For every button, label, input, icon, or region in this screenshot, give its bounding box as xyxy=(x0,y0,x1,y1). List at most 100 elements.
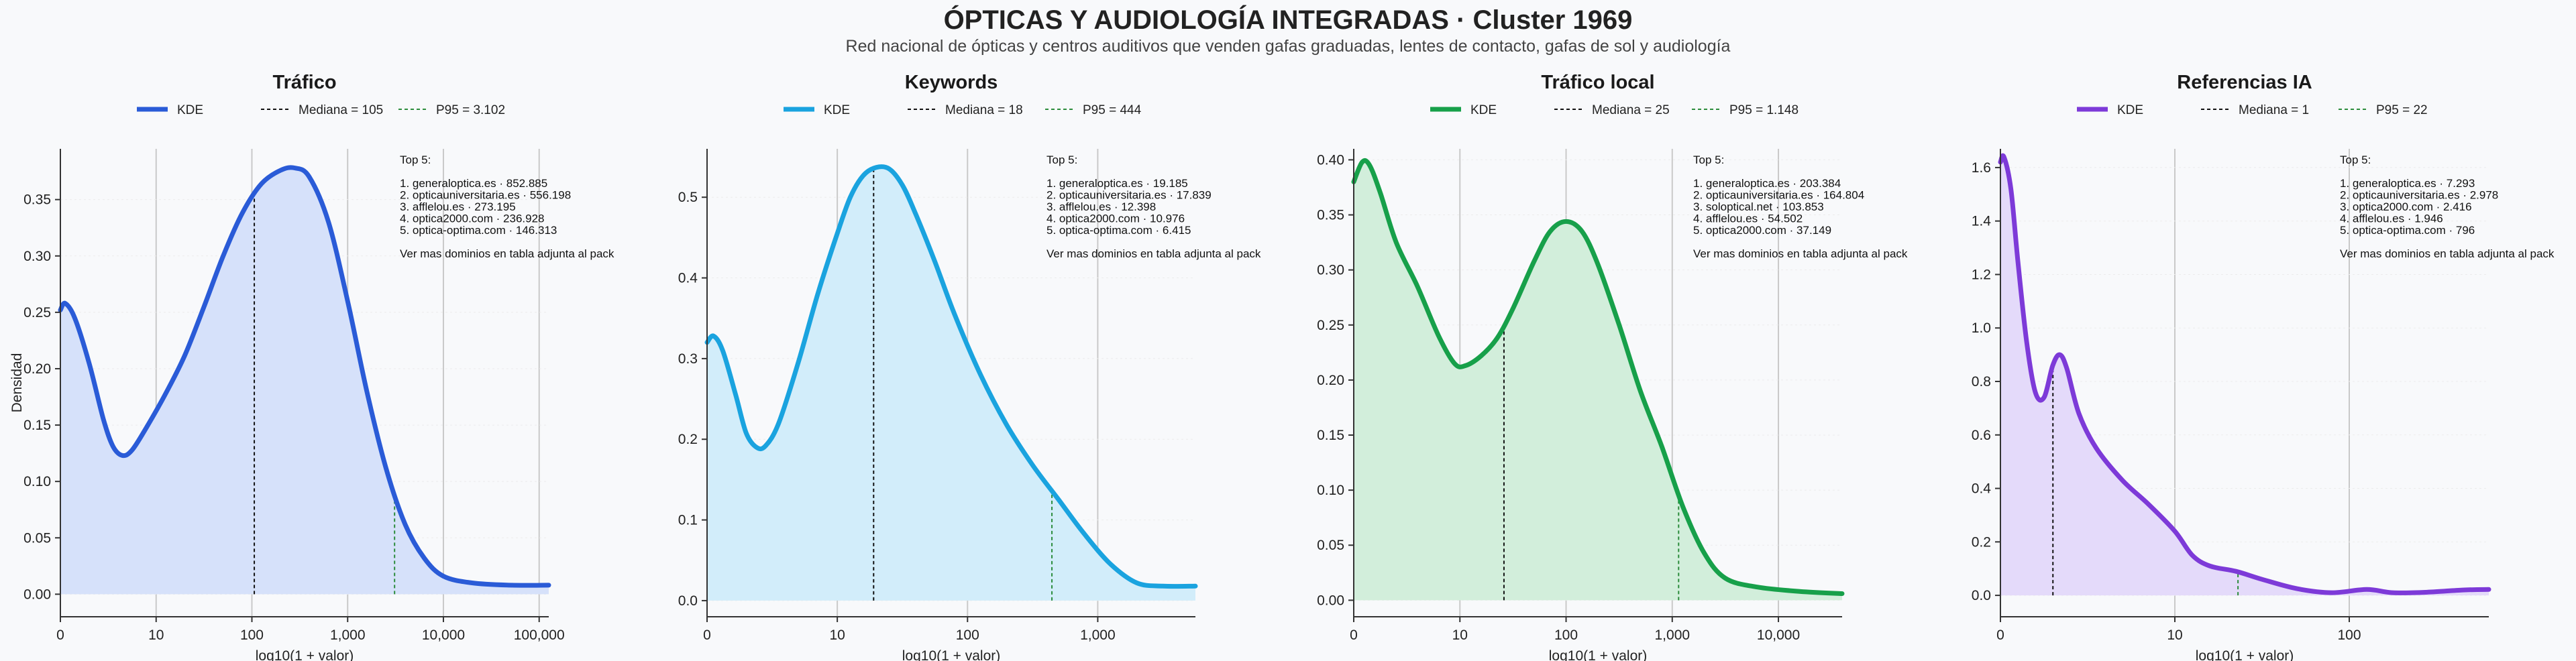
annotation-line: Top 5: xyxy=(2340,154,2371,166)
y-tick-label: 0.4 xyxy=(678,271,698,286)
legend-entry: Mediana = 105 xyxy=(299,103,383,117)
annotation-line: 5. optica-optima.com · 6.415 xyxy=(1046,224,1191,237)
x-axis-label: log10(1 + valor) xyxy=(902,648,1001,661)
x-tick-label: 10 xyxy=(148,627,164,643)
y-tick-label: 0.15 xyxy=(1317,428,1344,443)
annotation-line: 5. optica-optima.com · 796 xyxy=(2340,224,2475,237)
y-tick-label: 0.30 xyxy=(23,249,51,264)
kde-line xyxy=(1998,153,2491,595)
kde-line xyxy=(704,164,1198,589)
kde-area xyxy=(707,166,1195,601)
y-tick-label: 0.5 xyxy=(678,190,698,205)
annotation-line: 2. opticauniversitaria.es · 164.804 xyxy=(1693,189,1864,202)
x-tick-label: 100 xyxy=(2337,627,2361,643)
legend-entry: KDE xyxy=(177,103,203,117)
legend-entry: Mediana = 18 xyxy=(945,103,1023,117)
x-tick-label: 0 xyxy=(1996,627,2004,643)
y-tick-label: 1.6 xyxy=(1972,160,1991,176)
y-tick-label: 0.00 xyxy=(23,587,51,602)
legend-entry: Mediana = 25 xyxy=(1592,103,1670,117)
y-tick-label: 0.2 xyxy=(678,432,698,447)
x-axis-label: log10(1 + valor) xyxy=(2196,648,2294,661)
annotation-line: 3. afflelou.es · 12.398 xyxy=(1046,200,1156,213)
annotation-line: 2. opticauniversitaria.es · 17.839 xyxy=(1046,189,1212,202)
annotation-line: 1. generaloptica.es · 852.885 xyxy=(400,177,547,190)
chart-panel-4: Referencias IA KDE Mediana = 1 P95 = 22 0 10 1… xyxy=(1972,72,2555,661)
legend-entry: P95 = 444 xyxy=(1083,103,1142,117)
x-tick-label: 0 xyxy=(56,627,64,643)
x-tick-label: 100 xyxy=(1554,627,1578,643)
y-tick-label: 0.0 xyxy=(678,593,698,609)
legend-entry: Mediana = 1 xyxy=(2239,103,2309,117)
kde-line xyxy=(1351,158,1845,596)
page-title: ÓPTICAS Y AUDIOLOGÍA INTEGRADAS · Cluste… xyxy=(943,5,1633,35)
y-tick-label: 0.6 xyxy=(1972,428,1991,443)
annotation-line: 4. afflelou.es · 1.946 xyxy=(2340,213,2443,225)
kde-area xyxy=(1354,160,1842,601)
x-axis-label: log10(1 + valor) xyxy=(1549,648,1648,661)
y-tick-label: 0.05 xyxy=(23,530,51,546)
x-tick-label: 100,000 xyxy=(514,627,565,643)
annotation-line: Ver mas dominios en tabla adjunta al pac… xyxy=(400,247,614,260)
y-tick-label: 1.4 xyxy=(1972,214,1992,229)
annotation-line: 2. opticauniversitaria.es · 556.198 xyxy=(400,189,571,202)
y-tick-label: 0.20 xyxy=(1317,373,1344,388)
y-tick-label: 0.10 xyxy=(23,474,51,489)
annotation-line: 4. afflelou.es · 54.502 xyxy=(1693,213,1803,225)
y-tick-label: 0.2 xyxy=(1972,534,1991,550)
y-tick-label: 0.05 xyxy=(1317,538,1344,553)
kde-area xyxy=(2000,156,2489,596)
annotation-line: 3. afflelou.es · 273.195 xyxy=(400,200,516,213)
chart-panel-2: Keywords KDE Mediana = 18 P95 = 444 0 10 100 1,… xyxy=(678,72,1261,661)
legend: KDE Mediana = 1 P95 = 22 xyxy=(2077,103,2428,117)
y-tick-label: 0.3 xyxy=(678,351,698,367)
annotation-line: 4. optica2000.com · 10.976 xyxy=(1046,213,1185,225)
annotation-line: Top 5: xyxy=(1693,154,1724,166)
legend-entry: P95 = 1.148 xyxy=(1729,103,1799,117)
panel-title: Keywords xyxy=(905,72,998,93)
x-tick-label: 10 xyxy=(2167,627,2182,643)
panel-title: Tráfico local xyxy=(1541,72,1654,93)
annotation-line: 5. optica-optima.com · 146.313 xyxy=(400,224,557,237)
x-tick-label: 100 xyxy=(240,627,264,643)
x-axis-label: log10(1 + valor) xyxy=(256,648,354,661)
y-tick-label: 0.35 xyxy=(1317,208,1344,223)
legend-entry: P95 = 22 xyxy=(2376,103,2428,117)
y-tick-label: 0.1 xyxy=(678,513,698,528)
y-tick-label: 0.15 xyxy=(23,418,51,433)
y-tick-label: 0.25 xyxy=(1317,318,1344,333)
x-tick-label: 0 xyxy=(1350,627,1358,643)
x-tick-label: 10,000 xyxy=(1757,627,1800,643)
kde-line xyxy=(58,165,551,588)
legend: KDE Mediana = 18 P95 = 444 xyxy=(784,103,1142,117)
y-tick-label: 0.35 xyxy=(23,192,51,208)
chart-panel-3: Tráfico local KDE Mediana = 25 P95 = 1.148 0… xyxy=(1317,72,1908,661)
y-tick-label: 0.40 xyxy=(1317,152,1344,168)
x-tick-label: 10,000 xyxy=(422,627,465,643)
page-subtitle: Red nacional de ópticas y centros auditi… xyxy=(845,37,1731,56)
annotation-line: Top 5: xyxy=(1046,154,1077,166)
x-tick-label: 10 xyxy=(829,627,845,643)
legend-entry: P95 = 3.102 xyxy=(436,103,505,117)
x-tick-label: 1,000 xyxy=(330,627,366,643)
annotation-line: Ver mas dominios en tabla adjunta al pac… xyxy=(2340,247,2555,260)
legend-entry: KDE xyxy=(824,103,850,117)
annotation-line: Top 5: xyxy=(400,154,431,166)
y-tick-label: 0.10 xyxy=(1317,483,1344,498)
legend-entry: KDE xyxy=(1470,103,1497,117)
annotation-line: Ver mas dominios en tabla adjunta al pac… xyxy=(1693,247,1908,260)
annotation-line: 2. opticauniversitaria.es · 2.978 xyxy=(2340,189,2498,202)
y-tick-label: 0.30 xyxy=(1317,263,1344,278)
x-tick-label: 1,000 xyxy=(1080,627,1116,643)
kde-area xyxy=(60,167,549,595)
x-tick-label: 0 xyxy=(703,627,711,643)
y-tick-label: 1.0 xyxy=(1972,320,1991,336)
y-tick-label: 1.2 xyxy=(1972,267,1991,282)
annotation-line: Ver mas dominios en tabla adjunta al pac… xyxy=(1046,247,1261,260)
chart-panel-1: Tráfico KDE Mediana = 105 P95 = 3.102 0 10 100… xyxy=(9,72,614,661)
